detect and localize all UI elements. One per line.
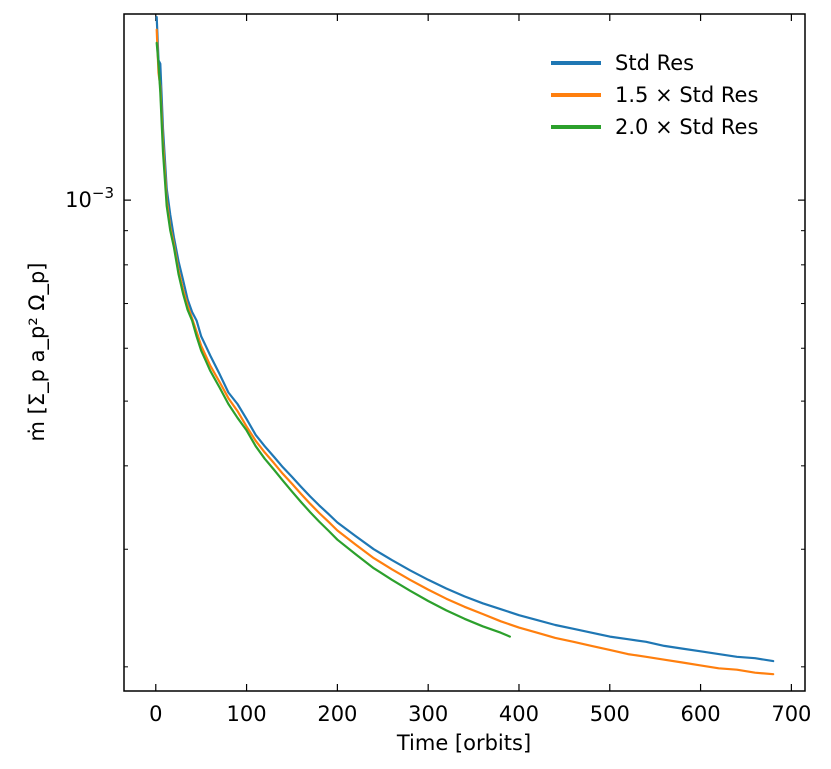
tick-labels: 0 100 200 300 400 500 600 700 10−3 (65, 184, 811, 726)
x-tick-label: 300 (408, 702, 448, 726)
x-tick-label: 700 (771, 702, 811, 726)
x-axis-label: Time [orbits] (396, 731, 531, 755)
legend-label: 2.0 × Std Res (615, 115, 758, 139)
series-line-3 (155, 41, 511, 638)
y-axis-label: ṁ [Σ_p a_p² Ω_p] (25, 263, 50, 442)
legend-label: Std Res (615, 51, 694, 75)
tick-marks (124, 14, 805, 691)
series-line-2 (155, 28, 775, 676)
series-line-1 (155, 16, 775, 663)
legend: Std Res 1.5 × Std Res 2.0 × Std Res (551, 51, 758, 139)
x-tick-label: 0 (149, 702, 162, 726)
y-axis-label-text: ṁ [Σ_p a_p² Ω_p] (25, 263, 50, 442)
series-lines (155, 16, 775, 676)
x-tick-label: 200 (317, 702, 357, 726)
x-tick-label: 600 (681, 702, 721, 726)
plot-frame (123, 13, 806, 692)
x-tick-label: 100 (227, 702, 267, 726)
x-tick-label: 400 (499, 702, 539, 726)
y-tick-label: 10−3 (65, 184, 114, 212)
legend-label: 1.5 × Std Res (615, 83, 758, 107)
x-tick-label: 500 (590, 702, 630, 726)
